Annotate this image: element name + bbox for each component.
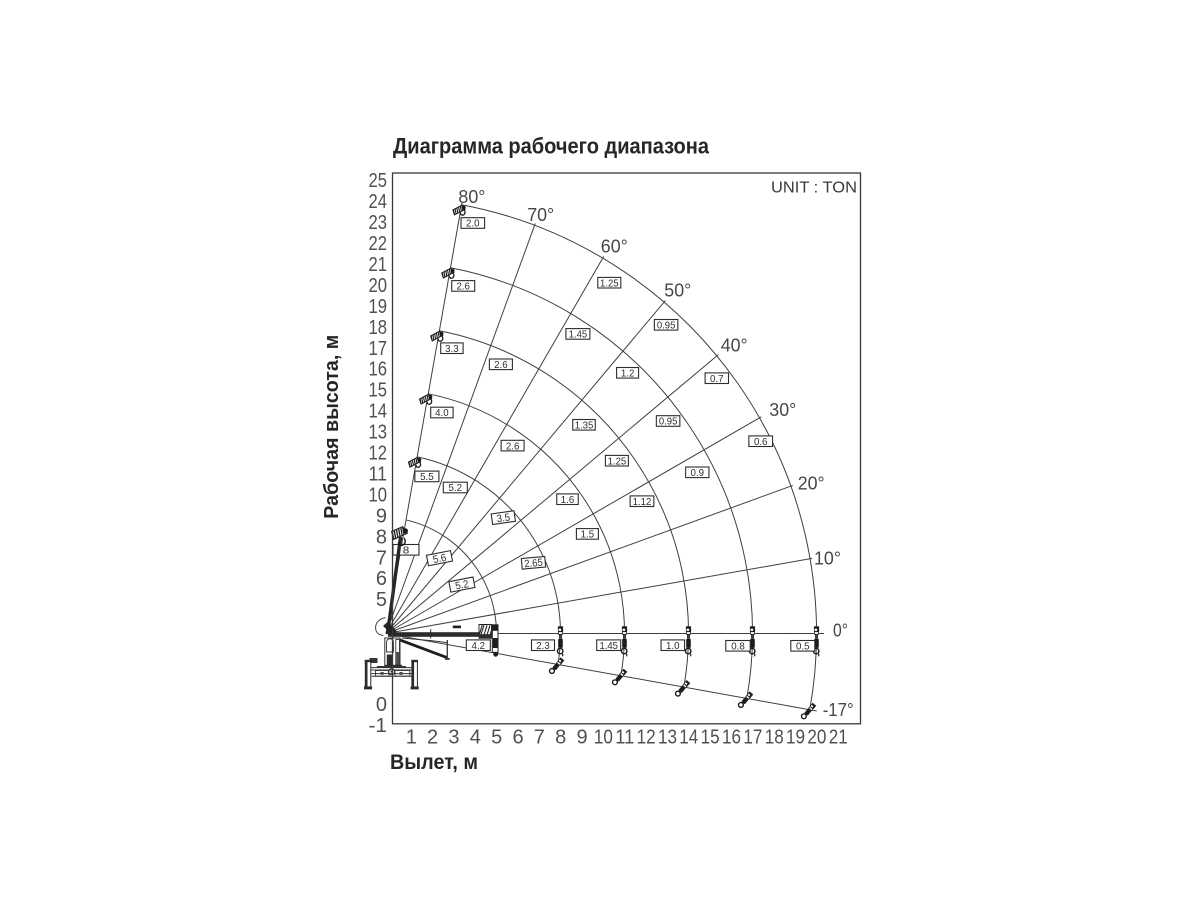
svg-text:4.0: 4.0: [435, 407, 449, 419]
svg-text:18: 18: [369, 317, 388, 339]
svg-text:8: 8: [376, 526, 387, 548]
svg-text:3.3: 3.3: [445, 343, 459, 355]
svg-text:20°: 20°: [798, 474, 825, 494]
svg-text:5: 5: [491, 727, 502, 749]
svg-text:9: 9: [576, 727, 587, 749]
svg-text:0.95: 0.95: [657, 320, 676, 332]
svg-text:10°: 10°: [814, 549, 841, 569]
svg-text:5.2: 5.2: [449, 482, 463, 494]
svg-text:0.7: 0.7: [710, 373, 724, 385]
svg-text:1.25: 1.25: [600, 277, 619, 289]
svg-text:Вылет, м: Вылет, м: [390, 751, 478, 774]
svg-text:4.2: 4.2: [472, 640, 486, 652]
svg-text:14: 14: [369, 401, 388, 423]
svg-text:20: 20: [807, 727, 826, 749]
svg-text:6: 6: [376, 568, 387, 590]
svg-text:14: 14: [679, 727, 698, 749]
svg-text:-1: -1: [369, 715, 388, 737]
svg-text:5.5: 5.5: [420, 471, 434, 483]
svg-text:0°: 0°: [833, 621, 848, 641]
svg-text:80°: 80°: [458, 187, 485, 207]
svg-text:2.6: 2.6: [506, 440, 520, 452]
svg-text:21: 21: [829, 727, 848, 749]
svg-text:1.5: 1.5: [581, 529, 595, 541]
svg-text:UNIT : TON: UNIT : TON: [771, 180, 857, 197]
svg-text:11: 11: [369, 463, 388, 485]
svg-text:70°: 70°: [527, 205, 554, 225]
svg-text:18: 18: [765, 727, 784, 749]
svg-text:15: 15: [701, 727, 720, 749]
svg-text:3: 3: [448, 727, 459, 749]
svg-text:1.35: 1.35: [575, 420, 594, 432]
svg-text:40°: 40°: [721, 336, 748, 356]
svg-text:Диаграмма рабочего диапазона: Диаграмма рабочего диапазона: [393, 134, 710, 159]
svg-text:2.6: 2.6: [494, 359, 508, 371]
svg-text:7: 7: [534, 727, 545, 749]
svg-text:2.3: 2.3: [536, 640, 550, 652]
svg-text:3.5: 3.5: [496, 511, 511, 525]
svg-text:21: 21: [369, 254, 388, 276]
svg-text:10: 10: [369, 484, 388, 506]
svg-text:13: 13: [658, 727, 677, 749]
svg-text:Рабочая высота, м: Рабочая высота, м: [321, 335, 343, 519]
svg-text:25: 25: [369, 170, 388, 192]
svg-text:9: 9: [376, 505, 387, 527]
svg-text:6: 6: [512, 727, 523, 749]
svg-text:12: 12: [637, 727, 656, 749]
svg-text:0.9: 0.9: [691, 467, 705, 479]
svg-text:1.45: 1.45: [599, 640, 618, 652]
svg-text:60°: 60°: [601, 236, 628, 256]
svg-text:30°: 30°: [769, 400, 796, 420]
svg-text:5.2: 5.2: [454, 578, 470, 592]
svg-text:13: 13: [369, 422, 388, 444]
svg-text:0.95: 0.95: [659, 416, 678, 428]
svg-text:23: 23: [369, 212, 388, 234]
svg-text:17: 17: [369, 338, 388, 360]
svg-text:1.2: 1.2: [621, 368, 635, 380]
svg-text:-17°: -17°: [823, 700, 854, 720]
svg-text:17: 17: [743, 727, 762, 749]
svg-text:1.0: 1.0: [666, 640, 680, 652]
svg-text:19: 19: [786, 727, 805, 749]
svg-text:1: 1: [406, 727, 417, 749]
svg-text:0.6: 0.6: [754, 436, 768, 448]
svg-text:4: 4: [470, 727, 481, 749]
svg-text:7: 7: [376, 547, 387, 569]
svg-text:5.6: 5.6: [432, 552, 448, 566]
svg-text:2.6: 2.6: [456, 281, 470, 293]
svg-text:5: 5: [376, 589, 387, 611]
svg-text:10: 10: [594, 727, 613, 749]
svg-text:2.65: 2.65: [524, 557, 544, 571]
svg-text:0.8: 0.8: [731, 641, 745, 653]
svg-text:50°: 50°: [664, 280, 691, 300]
svg-text:15: 15: [369, 380, 388, 402]
svg-text:22: 22: [369, 233, 388, 255]
svg-text:1.6: 1.6: [561, 494, 575, 506]
svg-text:0: 0: [376, 694, 387, 716]
svg-text:11: 11: [615, 727, 634, 749]
svg-text:1.12: 1.12: [633, 496, 652, 508]
svg-text:20: 20: [369, 275, 388, 297]
svg-text:24: 24: [369, 191, 388, 213]
svg-text:1.45: 1.45: [569, 329, 588, 341]
svg-text:2: 2: [427, 727, 438, 749]
svg-text:0.5: 0.5: [796, 641, 810, 653]
svg-text:8: 8: [555, 727, 566, 749]
svg-text:1.25: 1.25: [608, 455, 627, 467]
svg-text:2.0: 2.0: [466, 218, 480, 230]
svg-text:19: 19: [369, 296, 388, 318]
svg-text:16: 16: [369, 359, 388, 381]
svg-text:8: 8: [403, 545, 410, 557]
svg-text:12: 12: [369, 443, 388, 465]
svg-text:16: 16: [722, 727, 741, 749]
